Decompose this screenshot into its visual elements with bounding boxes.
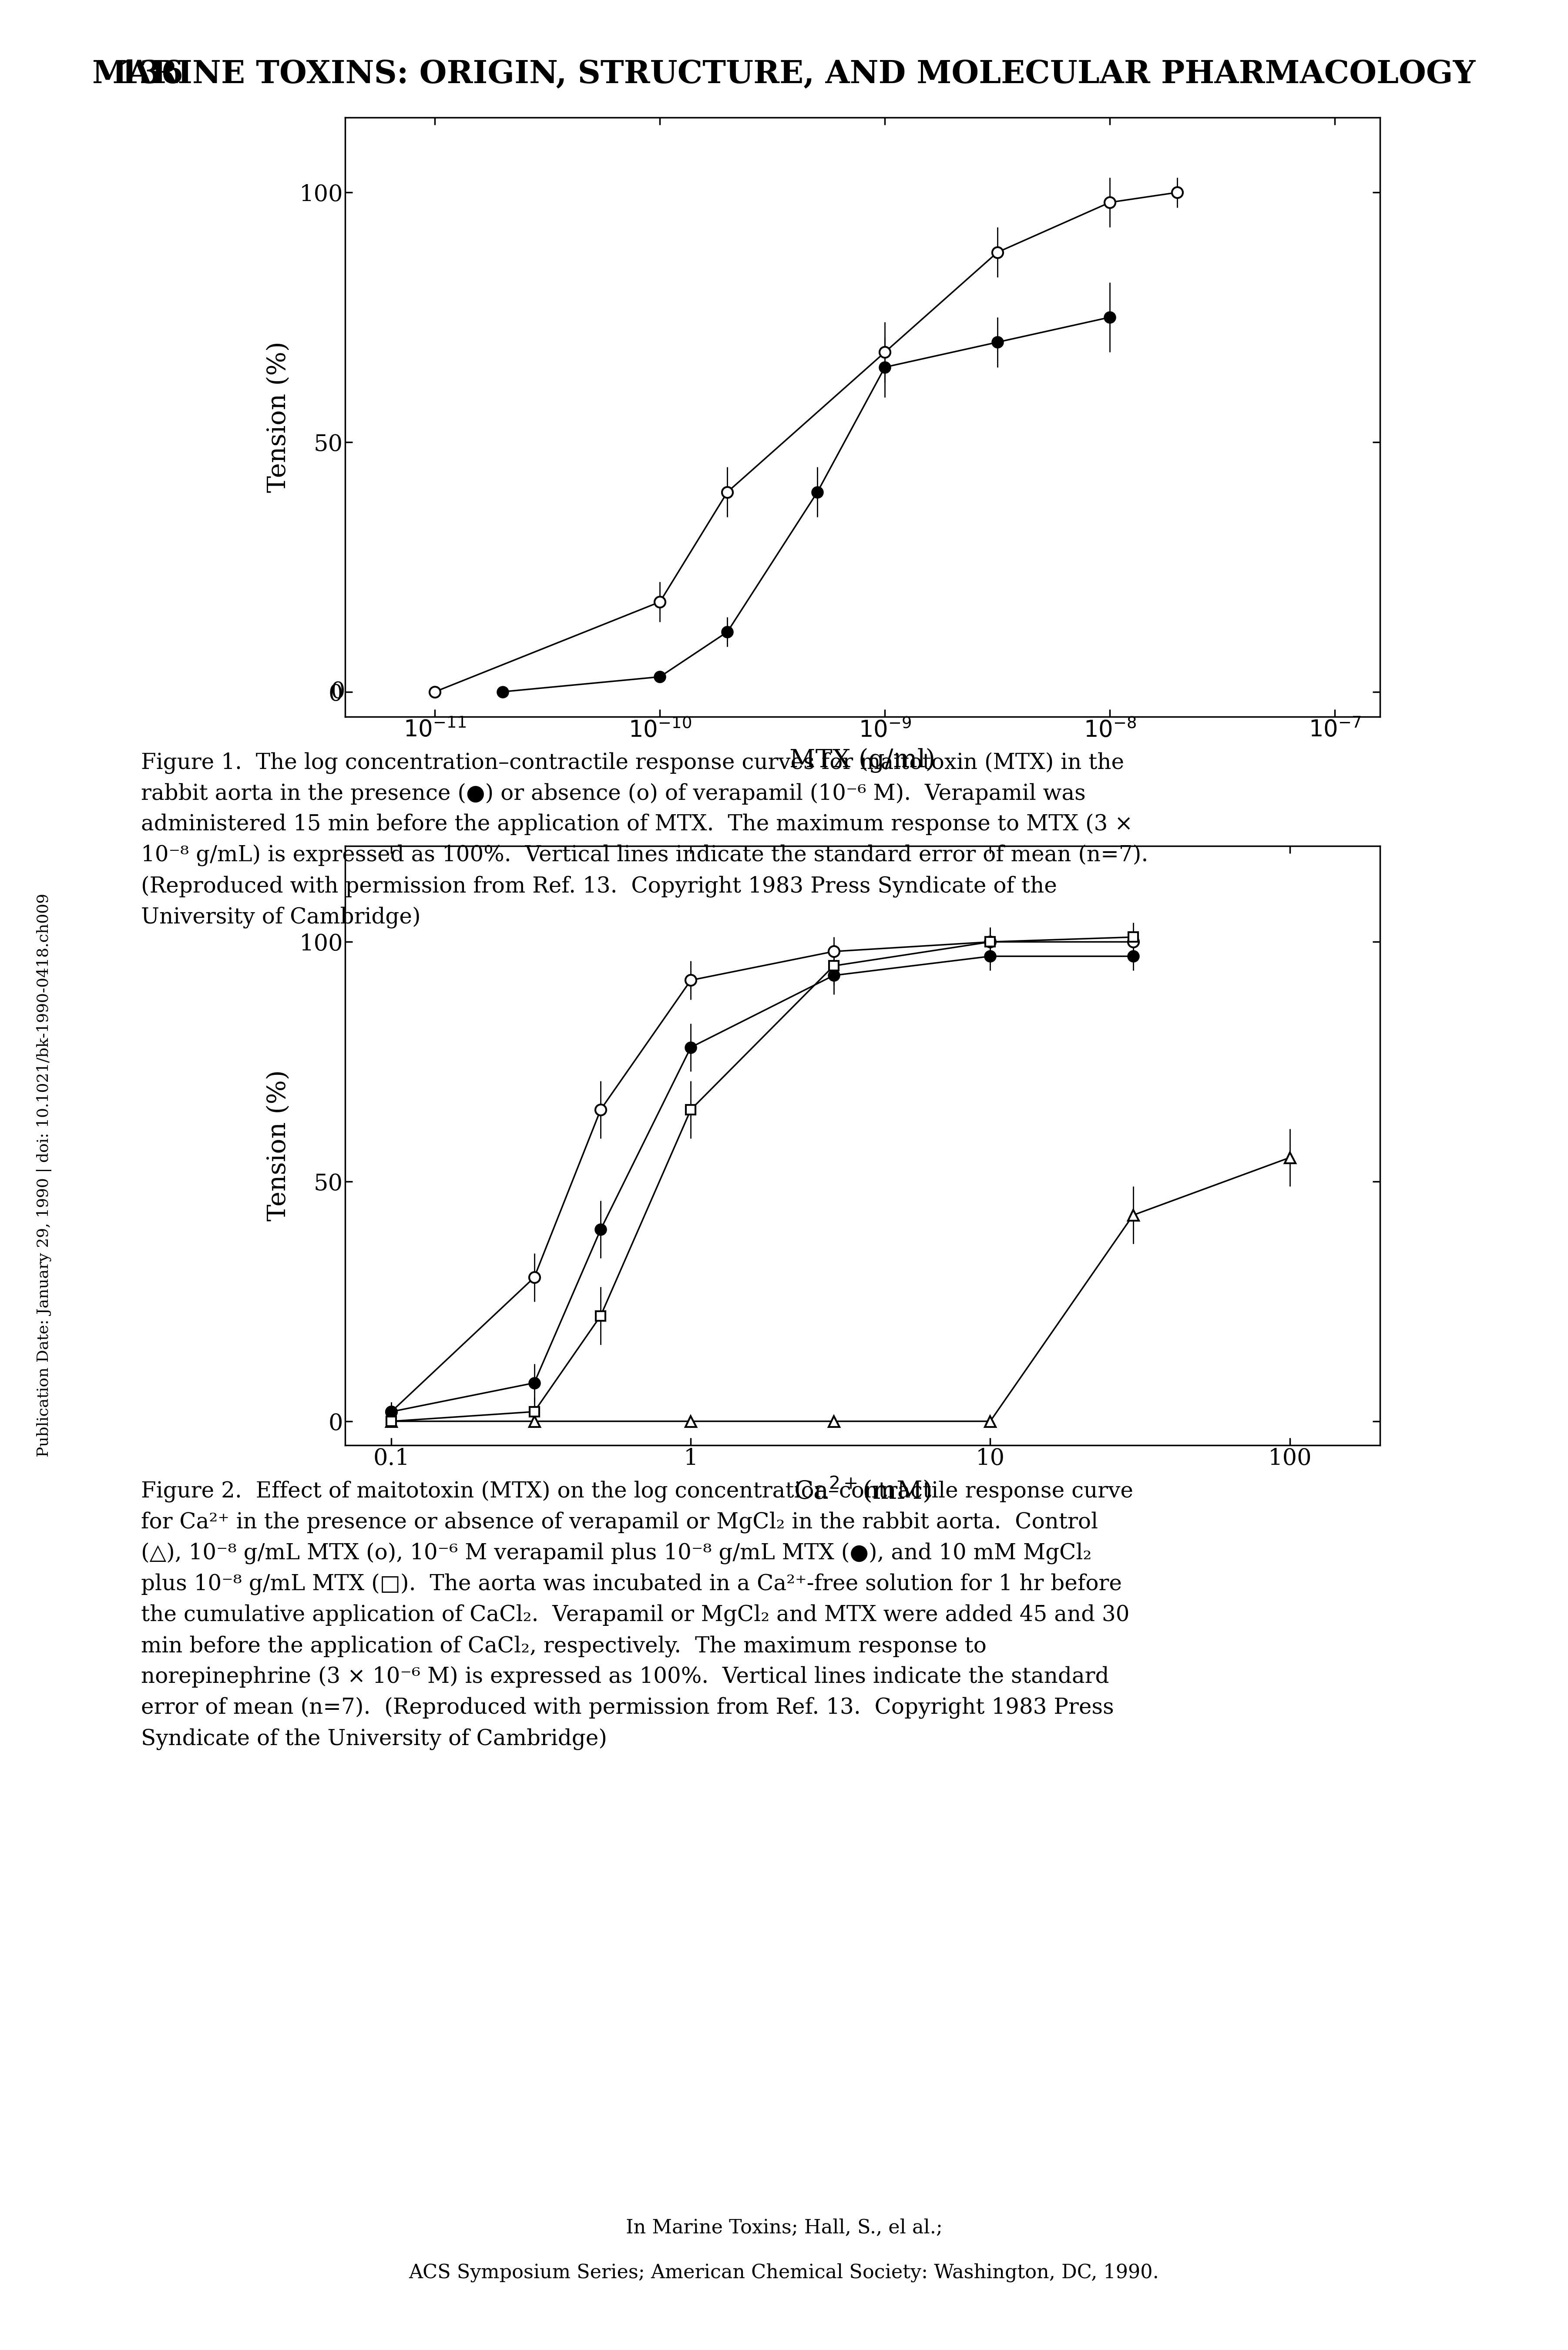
Text: Figure 1.  The log concentration–contractile response curves for maitotoxin (MTX: Figure 1. The log concentration–contract… xyxy=(141,752,1148,928)
Text: ACS Symposium Series; American Chemical Society: Washington, DC, 1990.: ACS Symposium Series; American Chemical … xyxy=(409,2263,1159,2282)
Text: 136: 136 xyxy=(118,59,183,89)
X-axis label: MTX (g/ml): MTX (g/ml) xyxy=(789,747,936,773)
X-axis label: Ca$^{2+}$(mM): Ca$^{2+}$(mM) xyxy=(793,1476,931,1504)
Y-axis label: Tension (%): Tension (%) xyxy=(267,1069,290,1222)
Text: 0: 0 xyxy=(331,682,345,703)
Text: MARINE TOXINS: ORIGIN, STRUCTURE, AND MOLECULAR PHARMACOLOGY: MARINE TOXINS: ORIGIN, STRUCTURE, AND MO… xyxy=(93,59,1475,89)
Text: In Marine Toxins; Hall, S., el al.;: In Marine Toxins; Hall, S., el al.; xyxy=(626,2218,942,2237)
Text: Figure 2.  Effect of maitotoxin (MTX) on the log concentration–contractile respo: Figure 2. Effect of maitotoxin (MTX) on … xyxy=(141,1480,1134,1751)
Y-axis label: Tension (%): Tension (%) xyxy=(267,341,290,494)
Text: Publication Date: January 29, 1990 | doi: 10.1021/bk-1990-0418.ch009: Publication Date: January 29, 1990 | doi… xyxy=(36,893,52,1457)
